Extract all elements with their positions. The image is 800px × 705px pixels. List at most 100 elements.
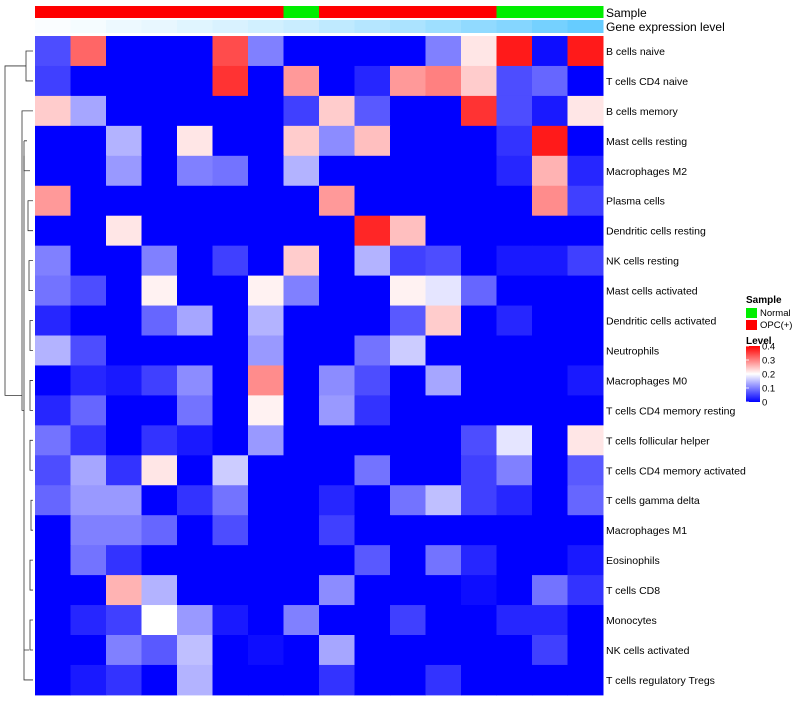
sample-annotation-label: Sample: [606, 6, 647, 20]
heatmap-cell: [35, 215, 71, 247]
heatmap-cell: [390, 485, 426, 516]
heatmap-cell: [141, 215, 178, 247]
heatmap-cell: [425, 635, 462, 666]
heatmap-cell: [177, 185, 213, 217]
heatmap-cell: [354, 335, 391, 366]
heatmap-cell: [532, 185, 568, 217]
heatmap-cell: [106, 305, 142, 336]
heatmap-cell: [532, 575, 568, 606]
heatmap-cell: [425, 575, 462, 606]
heatmap-cell: [35, 455, 71, 486]
gene-expression-annotation-cell: [283, 20, 320, 33]
heatmap-cell: [461, 245, 497, 277]
heatmap-cell: [390, 185, 426, 217]
heatmap-cell: [141, 245, 178, 277]
row-label: Dendritic cells activated: [606, 316, 716, 328]
heatmap-cell: [141, 395, 178, 426]
heatmap-cell: [425, 605, 462, 636]
heatmap-cell: [319, 425, 355, 456]
heatmap-cell: [390, 515, 426, 546]
gene-expression-annotation-cell: [70, 20, 107, 33]
heatmap-cell: [212, 245, 249, 277]
gene-expression-annotation-cell: [141, 20, 178, 33]
heatmap-cell: [496, 515, 533, 546]
heatmap-cell: [390, 275, 426, 307]
heatmap-cell: [319, 95, 355, 127]
dendrogram-branch: [29, 320, 33, 351]
heatmap-cell: [70, 605, 107, 636]
heatmap-cell: [141, 575, 178, 606]
heatmap-cell: [70, 245, 107, 277]
heatmap-cell: [106, 395, 142, 426]
heatmap-cell: [141, 65, 178, 97]
heatmap-cell: [532, 125, 568, 157]
heatmap-cell: [461, 515, 497, 546]
heatmap-cell: [532, 275, 568, 307]
heatmap-cell: [141, 275, 178, 307]
heatmap-cell: [532, 664, 568, 696]
row-label: Macrophages M2: [606, 166, 687, 178]
level-legend-colorbar: [746, 346, 760, 402]
heatmap-cell: [354, 125, 391, 157]
heatmap-cell: [106, 335, 142, 366]
heatmap-cell: [319, 664, 355, 696]
heatmap-cell: [354, 95, 391, 127]
heatmap-cell: [212, 425, 249, 456]
heatmap-cell: [390, 95, 426, 127]
row-label: Monocytes: [606, 615, 657, 627]
heatmap-cell: [354, 515, 391, 546]
heatmap-cell: [283, 36, 320, 67]
heatmap-cell: [390, 155, 426, 187]
sample-annotation-cell: [390, 6, 426, 18]
heatmap-cell: [248, 455, 284, 486]
heatmap-cell: [106, 635, 142, 666]
heatmap-cell: [212, 664, 249, 696]
heatmap-cell: [567, 575, 604, 606]
level-legend-tick-label: 0.3: [762, 356, 775, 367]
heatmap-cell: [354, 635, 391, 666]
heatmap-cell: [248, 335, 284, 366]
heatmap-cell: [177, 635, 213, 666]
heatmap-cell: [70, 155, 107, 187]
heatmap-cell: [496, 575, 533, 606]
gene-expression-annotation-cell: [319, 20, 355, 33]
heatmap-cell: [354, 605, 391, 636]
sample-annotation-cell: [425, 6, 462, 18]
heatmap-cell: [248, 305, 284, 336]
heatmap-cell: [461, 365, 497, 396]
heatmap-cell: [177, 335, 213, 366]
heatmap-cell: [106, 425, 142, 456]
heatmap-cell: [532, 425, 568, 456]
heatmap-cell: [319, 455, 355, 486]
row-label: T cells CD4 naive: [606, 76, 688, 88]
heatmap-cell: [212, 185, 249, 217]
heatmap-cell: [425, 425, 462, 456]
row-label: Eosinophils: [606, 555, 660, 567]
level-legend-tick-label: 0.1: [762, 384, 775, 395]
sample-legend-title: Sample: [746, 295, 782, 306]
heatmap-cell: [141, 664, 178, 696]
heatmap-cell: [248, 36, 284, 67]
heatmap-cell: [319, 65, 355, 97]
heatmap-cell: [567, 335, 604, 366]
heatmap-cell: [390, 395, 426, 426]
sample-annotation-cell: [141, 6, 178, 18]
heatmap-cell: [425, 36, 462, 67]
heatmap-cell: [70, 65, 107, 97]
gene-expression-annotation-cell: [212, 20, 249, 33]
heatmap-cell: [319, 215, 355, 247]
heatmap-cell: [141, 36, 178, 67]
heatmap-cell: [106, 155, 142, 187]
row-label: T cells CD8: [606, 585, 660, 597]
heatmap-cell: [461, 275, 497, 307]
heatmap-cell: [212, 215, 249, 247]
heatmap-cell: [461, 635, 497, 666]
heatmap-cell: [283, 275, 320, 307]
heatmap-cell: [283, 635, 320, 666]
heatmap-cell: [354, 275, 391, 307]
level-legend-tick-label: 0: [762, 398, 767, 409]
heatmap-cell: [212, 275, 249, 307]
heatmap-cell: [496, 485, 533, 516]
sample-annotation-cell: [532, 6, 568, 18]
heatmap-cell: [425, 215, 462, 247]
